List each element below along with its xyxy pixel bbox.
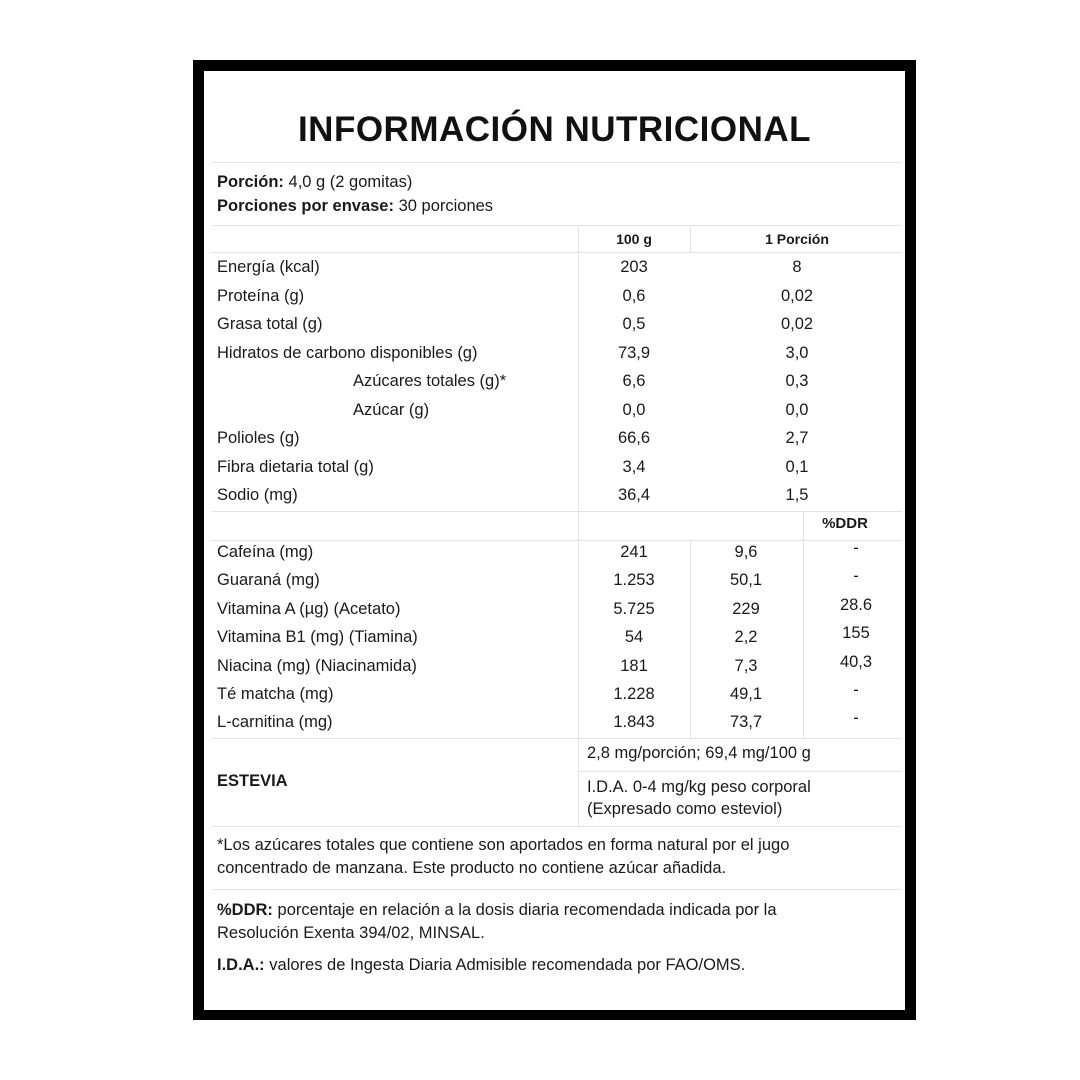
active-value-100g: 1.228 bbox=[613, 685, 655, 703]
nutrient-value-100g: 36,4 bbox=[617, 486, 651, 504]
divider bbox=[578, 771, 902, 772]
divider bbox=[212, 889, 902, 890]
serving-value: 4,0 g (2 gomitas) bbox=[288, 173, 413, 191]
nutrient-value-portion: 3,0 bbox=[785, 343, 809, 362]
nutrient-value-portion: 0,02 bbox=[780, 286, 814, 305]
divider bbox=[212, 162, 902, 163]
column-header-ddr: %DDR bbox=[822, 515, 868, 532]
nutrient-value-portion: 0,0 bbox=[785, 400, 809, 419]
active-value-ddr: - bbox=[853, 567, 859, 586]
nutrient-value-100g: 6,6 bbox=[622, 372, 646, 390]
active-value-portion: 49,1 bbox=[729, 685, 763, 703]
active-value-100g: 5.725 bbox=[613, 599, 655, 618]
active-name: Cafeína (mg) bbox=[217, 543, 314, 561]
ddr-note-text: porcentaje en relación a la dosis diaria… bbox=[277, 901, 777, 919]
footnote-line1: *Los azúcares totales que contiene son a… bbox=[217, 836, 790, 854]
nutrient-value-100g: 73,9 bbox=[617, 343, 651, 362]
serving-label: Porción: bbox=[217, 173, 284, 191]
active-value-ddr: - bbox=[853, 539, 859, 557]
divider bbox=[212, 540, 902, 541]
active-name: Vitamina B1 (mg) (Tiamina) bbox=[217, 628, 418, 647]
nutrient-value-portion: 0,02 bbox=[780, 315, 814, 333]
nutrient-value-portion: 0,3 bbox=[785, 372, 809, 390]
nutrient-name: Azúcares totales (g)* bbox=[353, 372, 507, 390]
active-name: Niacina (mg) (Niacinamida) bbox=[217, 656, 417, 675]
active-value-100g: 181 bbox=[620, 656, 648, 675]
stevia-label: ESTEVIA bbox=[217, 772, 288, 790]
ddr-note-label: %DDR: bbox=[217, 901, 273, 919]
nutrient-value-portion: 8 bbox=[792, 258, 802, 276]
nutrient-name: Hidratos de carbono disponibles (g) bbox=[217, 343, 478, 362]
nutrient-value-100g: 203 bbox=[620, 258, 648, 276]
active-value-portion: 9,6 bbox=[734, 543, 758, 561]
ddr-note-line2: Resolución Exenta 394/02, MINSAL. bbox=[217, 924, 485, 942]
active-value-portion: 50,1 bbox=[729, 571, 763, 590]
servings-per-pack: Porciones por envase: 30 porciones bbox=[217, 196, 493, 216]
active-name: Vitamina A (µg) (Acetato) bbox=[217, 599, 401, 618]
ida-note: I.D.A.: valores de Ingesta Diaria Admisi… bbox=[217, 955, 745, 975]
divider bbox=[212, 826, 902, 827]
active-value-ddr: 40,3 bbox=[839, 652, 873, 671]
active-value-portion: 2,2 bbox=[734, 628, 758, 647]
serving-size: Porción: 4,0 g (2 gomitas) bbox=[217, 172, 412, 192]
nutrient-value-100g: 0,0 bbox=[622, 400, 646, 419]
nutrient-name: Grasa total (g) bbox=[217, 315, 323, 333]
column-divider bbox=[690, 540, 691, 738]
stevia-amount: 2,8 mg/porción; 69,4 mg/100 g bbox=[587, 744, 811, 762]
column-divider bbox=[803, 511, 804, 738]
divider bbox=[212, 738, 902, 739]
nutrient-value-100g: 0,6 bbox=[622, 286, 646, 305]
ida-note-text: valores de Ingesta Diaria Admisible reco… bbox=[269, 956, 746, 974]
nutrient-name: Polioles (g) bbox=[217, 429, 300, 447]
label-title: INFORMACIÓN NUTRICIONAL bbox=[297, 110, 812, 149]
ddr-note-line1: %DDR: porcentaje en relación a la dosis … bbox=[217, 900, 777, 920]
nutrient-value-portion: 0,1 bbox=[785, 457, 809, 476]
divider bbox=[212, 511, 902, 512]
nutrient-value-100g: 0,5 bbox=[622, 315, 646, 333]
active-value-ddr: - bbox=[853, 681, 859, 699]
column-header-100g: 100 g bbox=[616, 231, 652, 247]
ida-note-label: I.D.A.: bbox=[217, 956, 265, 974]
nutrient-value-100g: 66,6 bbox=[617, 429, 651, 447]
servings-label: Porciones por envase: bbox=[217, 197, 394, 215]
active-value-100g: 241 bbox=[620, 543, 648, 561]
nutrient-name: Proteína (g) bbox=[217, 286, 305, 305]
column-divider bbox=[578, 226, 579, 738]
nutrient-name: Azúcar (g) bbox=[353, 400, 430, 419]
nutrient-value-portion: 2,7 bbox=[785, 429, 809, 447]
column-divider bbox=[578, 738, 579, 826]
servings-value: 30 porciones bbox=[398, 197, 494, 215]
active-value-portion: 73,7 bbox=[729, 713, 763, 732]
active-value-ddr: 155 bbox=[842, 624, 870, 643]
nutrient-name: Sodio (mg) bbox=[217, 486, 298, 504]
active-name: Guaraná (mg) bbox=[217, 571, 320, 590]
nutrient-name: Energía (kcal) bbox=[217, 258, 320, 276]
divider bbox=[212, 252, 902, 253]
active-value-portion: 229 bbox=[732, 599, 760, 618]
column-header-portion: 1 Porción bbox=[765, 231, 829, 247]
active-value-ddr: 28.6 bbox=[839, 595, 873, 614]
active-name: Té matcha (mg) bbox=[217, 685, 334, 703]
active-value-portion: 7,3 bbox=[734, 656, 758, 675]
stevia-ida-line2: (Expresado como esteviol) bbox=[587, 800, 783, 818]
nutrient-name: Fibra dietaria total (g) bbox=[217, 457, 374, 476]
active-name: L-carnitina (mg) bbox=[217, 713, 333, 732]
active-value-100g: 54 bbox=[624, 628, 644, 647]
active-value-100g: 1.843 bbox=[613, 713, 655, 732]
nutrient-value-portion: 1,5 bbox=[785, 486, 809, 504]
column-divider bbox=[690, 226, 691, 252]
nutrient-value-100g: 3,4 bbox=[622, 457, 646, 476]
active-value-ddr: - bbox=[853, 709, 859, 728]
footnote-line2: concentrado de manzana. Este producto no… bbox=[217, 859, 727, 877]
active-value-100g: 1.253 bbox=[613, 571, 655, 590]
divider bbox=[212, 225, 902, 226]
stevia-ida-line1: I.D.A. 0-4 mg/kg peso corporal bbox=[587, 778, 811, 796]
